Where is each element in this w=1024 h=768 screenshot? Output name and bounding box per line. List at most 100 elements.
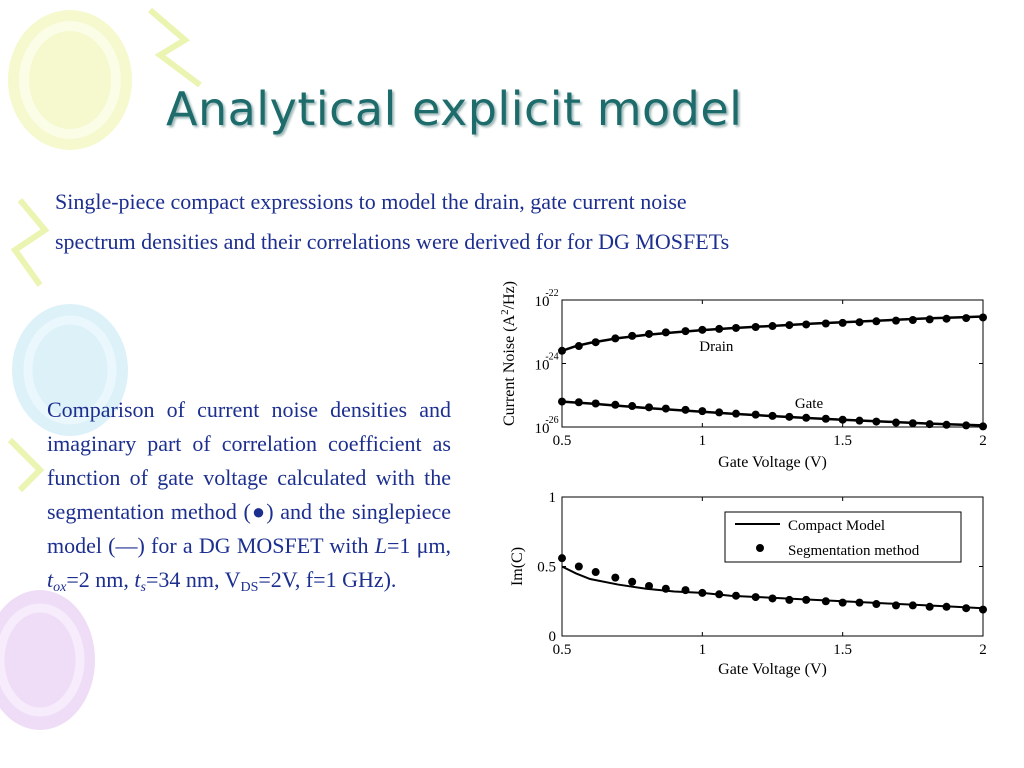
drain-point [768, 322, 777, 331]
imc-legend: Compact Model Segmentation method [724, 511, 962, 563]
intro-line-1: Single-piece compact expressions to mode… [55, 189, 687, 214]
imc-x-tick-label: 0.5 [553, 642, 572, 658]
drain-point [979, 313, 987, 322]
tox-subscript: ox [53, 580, 67, 595]
drain-point [611, 334, 620, 343]
segmentation-point [715, 590, 724, 599]
drain-point [872, 317, 881, 326]
drain-point [925, 315, 934, 324]
segmentation-point [611, 573, 620, 582]
drain-curve [561, 315, 984, 352]
segmentation-point [962, 604, 971, 613]
gate-point [661, 404, 670, 413]
gate-point [751, 410, 760, 419]
gate-point [891, 418, 900, 427]
segmentation-point [751, 593, 760, 602]
tox-value: =2 nm, [66, 567, 135, 592]
imc-y-tick-label: 0.5 [537, 560, 556, 576]
gate-point [979, 422, 987, 431]
segmentation-point [908, 601, 917, 610]
drain-point [821, 319, 830, 328]
drain-point [698, 325, 707, 334]
streamer-icon [7, 7, 202, 493]
gate-point [925, 420, 934, 429]
segmentation-point [591, 568, 600, 577]
drain-point [838, 318, 847, 327]
gate-point [715, 408, 724, 417]
drain-point [891, 316, 900, 325]
length-symbol: L [374, 533, 387, 558]
gate-point [821, 414, 830, 423]
line-symbol: — [115, 533, 138, 558]
caption-tail: =2V, f=1 GHz). [258, 567, 397, 592]
intro-text: Single-piece compact expressions to mode… [55, 182, 955, 262]
segmentation-point [942, 602, 951, 611]
legend-entry-compact-model: Compact Model [788, 518, 885, 534]
drain-point [785, 321, 794, 330]
drain-point [751, 322, 760, 331]
figure-caption: Comparison of current noise densities an… [47, 393, 451, 597]
gate-point [872, 417, 881, 426]
gate-point [962, 421, 971, 430]
caption-part3: ) for a DG MOSFET with [137, 533, 375, 558]
segmentation-point [979, 605, 987, 614]
imc-y-tick-label: 1 [549, 490, 557, 506]
segmentation-point [574, 562, 583, 571]
gate-point [645, 403, 654, 412]
vds-subscript: DS [240, 580, 259, 595]
segmentation-point [785, 595, 794, 604]
noise-y-tick-base: 10 [535, 421, 550, 437]
gate-point [802, 413, 811, 422]
noise-x-tick-label: 1.5 [833, 433, 852, 449]
gate-point [855, 416, 864, 425]
drain-point [574, 342, 583, 351]
gate-point [681, 405, 690, 414]
gate-point [591, 399, 600, 408]
noise-annotation-gate: Gate [795, 396, 824, 412]
segmentation-point [802, 595, 811, 604]
dot-symbol: ● [250, 499, 267, 524]
imc-x-tick-label: 1.5 [833, 642, 852, 658]
gate-point [942, 420, 951, 429]
ts-value: =34 nm, V [145, 567, 241, 592]
noise-x-tick-label: 1 [699, 433, 707, 449]
drain-point [715, 324, 724, 333]
caption-part2: ) and the singlepiece model ( [47, 499, 451, 558]
noise-x-axis-label: Gate Voltage (V) [718, 454, 827, 471]
drain-point [628, 331, 637, 340]
noise-annotation-drain: Drain [699, 339, 734, 355]
drain-point [962, 314, 971, 323]
intro-line-2: spectrum densities and their correlation… [55, 229, 730, 254]
segmentation-point [732, 591, 741, 600]
segmentation-point [661, 584, 670, 593]
gate-point [558, 397, 566, 406]
gate-point [785, 412, 794, 421]
segmentation-point [838, 598, 847, 607]
balloon-yellow-icon [8, 10, 132, 150]
segmentation-point [628, 577, 637, 586]
gate-point [768, 411, 777, 420]
noise-y-tick-base: 10 [535, 358, 550, 374]
segmentation-point [698, 588, 707, 597]
noise-x-tick-label: 0.5 [553, 433, 572, 449]
tox-symbol: t [47, 567, 54, 592]
segmentation-point [891, 601, 900, 610]
gate-point [732, 409, 741, 418]
gate-point [628, 402, 637, 411]
caption-part1: Comparison of current noise densities an… [47, 397, 451, 524]
noise-y-tick-exp: -22 [545, 288, 558, 299]
gate-point [908, 419, 917, 428]
slide-title: Analytical explicit model [166, 82, 743, 136]
gate-point [698, 407, 707, 416]
legend-entry-segmentation: Segmentation method [788, 543, 920, 559]
drain-point [942, 314, 951, 323]
segmentation-point [872, 600, 881, 609]
segmentation-point [681, 586, 690, 595]
drain-point [661, 328, 670, 337]
drain-point [732, 323, 741, 332]
balloon-blue-icon [12, 304, 128, 436]
gate-point [838, 415, 847, 424]
